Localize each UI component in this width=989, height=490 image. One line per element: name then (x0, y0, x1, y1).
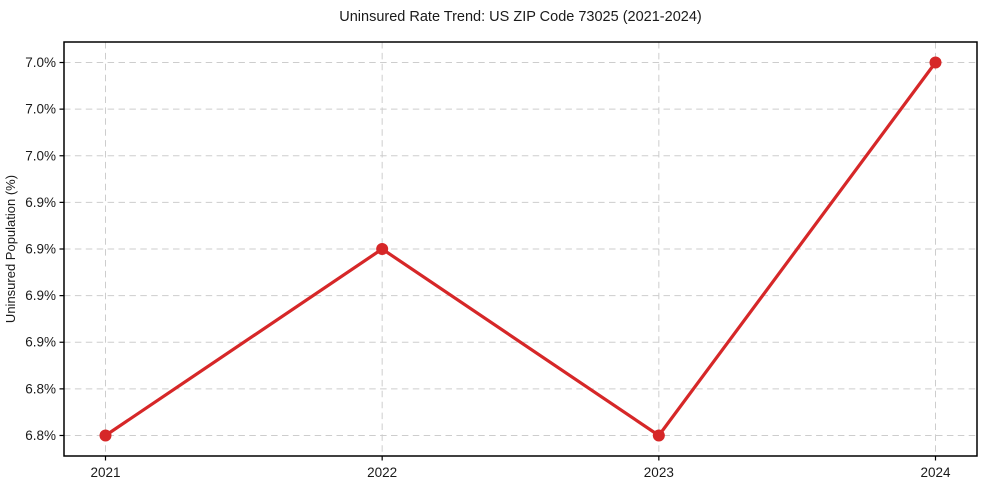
y-tick-label: 7.0% (25, 148, 56, 163)
data-point (652, 429, 665, 442)
y-tick-label: 6.9% (25, 335, 56, 350)
y-axis-label: Uninsured Population (%) (3, 175, 18, 323)
data-point (376, 243, 389, 255)
y-tick-label: 6.9% (25, 195, 56, 210)
y-tick-label: 6.8% (25, 381, 56, 396)
chart-title: Uninsured Rate Trend: US ZIP Code 73025 … (339, 9, 701, 25)
y-tick-label: 6.9% (25, 288, 56, 303)
data-point (929, 56, 942, 69)
x-tick-label: 2021 (90, 465, 120, 480)
y-tick-label: 7.0% (25, 55, 56, 70)
axis-ticks (59, 61, 937, 461)
data-series (99, 56, 942, 442)
x-tick-label: 2023 (644, 465, 674, 480)
y-tick-label: 6.8% (25, 428, 56, 443)
x-tick-label: 2022 (367, 465, 397, 480)
y-tick-label: 7.0% (25, 102, 56, 117)
y-tick-label: 6.9% (25, 242, 56, 257)
x-tick-label: 2024 (920, 465, 951, 480)
data-point (99, 429, 112, 442)
gridlines (64, 42, 977, 456)
trend-line (103, 60, 938, 438)
tick-labels: 6.8% 6.8% 6.9% 6.9% 6.9% 6.9% 7.0% 7.0% 7.0% 2021… (25, 55, 951, 480)
